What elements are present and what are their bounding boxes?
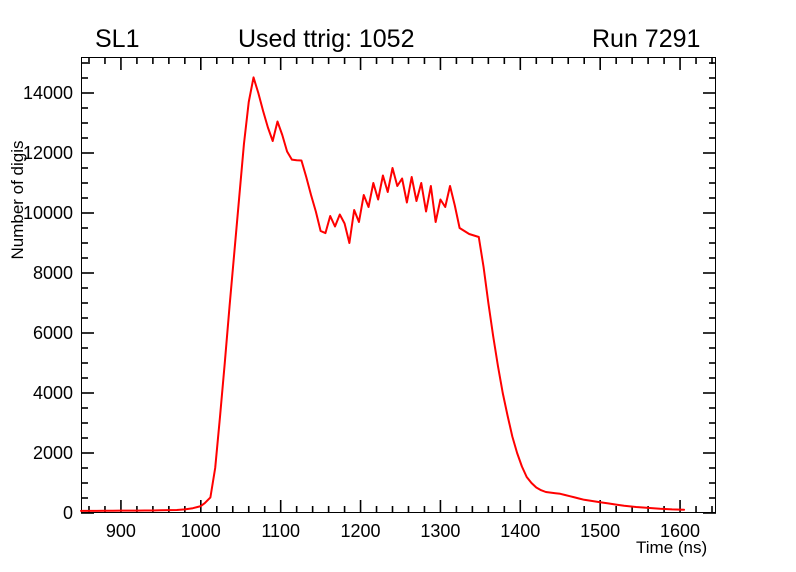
plot-frame: [81, 57, 716, 513]
x-tick-label: 1600: [660, 521, 701, 541]
y-tick-label: 8000: [32, 263, 73, 283]
x-tick-label: 1500: [580, 521, 621, 541]
y-tick-label: 2000: [32, 443, 73, 463]
x-tick-label: 900: [105, 521, 136, 541]
title-center: Used ttrig: 1052: [238, 25, 415, 53]
y-tick-label: 4000: [32, 383, 73, 403]
x-tick-label: 1100: [261, 521, 301, 541]
x-tick-label: 1000: [180, 521, 221, 541]
y-tick-label: 10000: [22, 203, 73, 223]
y-tick-label: 0: [62, 503, 73, 523]
title-left: SL1: [95, 25, 140, 53]
x-tick-label: 1200: [340, 521, 381, 541]
x-tick-label: 1400: [500, 521, 541, 541]
axis-ticks: [81, 57, 716, 514]
y-tick-label: 14000: [22, 83, 73, 103]
y-tick-label: 6000: [32, 323, 73, 343]
x-axis-label: Time (ns): [636, 538, 708, 557]
title-right: Run 7291: [592, 25, 701, 53]
x-tick-label: 1300: [420, 521, 461, 541]
y-tick-label: 12000: [22, 143, 73, 163]
data-series-line: [80, 76, 686, 512]
